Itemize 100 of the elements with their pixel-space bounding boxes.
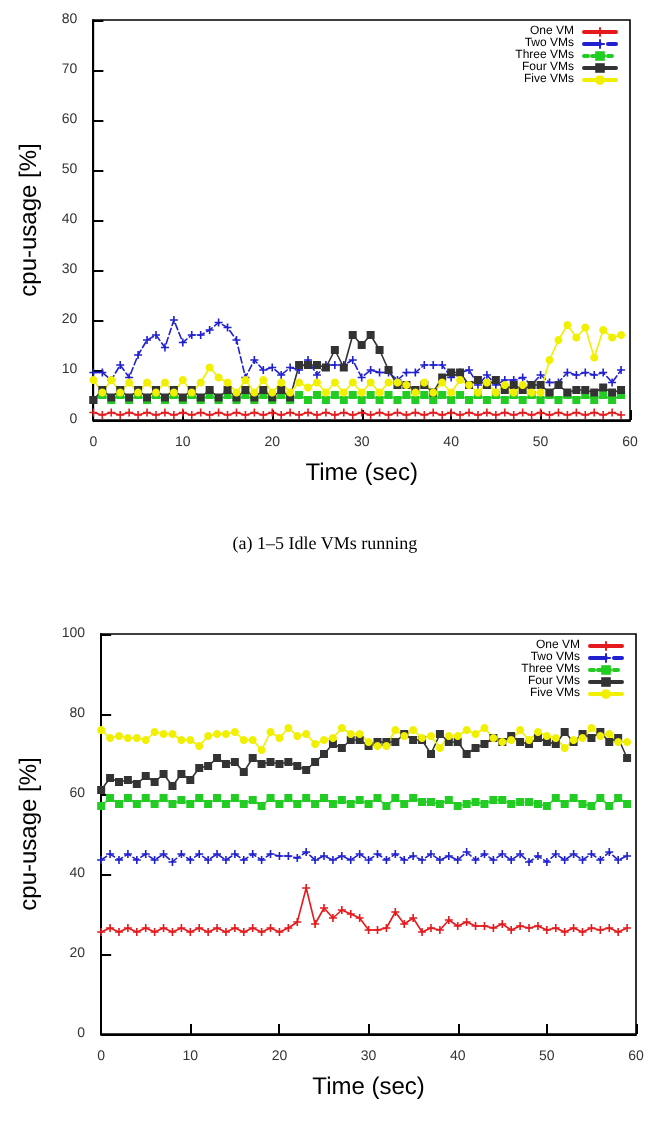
- point: [259, 386, 268, 394]
- point: [250, 388, 259, 397]
- point: [355, 796, 364, 804]
- point: [330, 346, 339, 354]
- point: [337, 724, 346, 732]
- point: [293, 762, 302, 770]
- point: [453, 856, 462, 864]
- line-series: [97, 884, 632, 936]
- point: [533, 800, 542, 808]
- point: [438, 391, 447, 399]
- point: [312, 371, 321, 379]
- point: [239, 736, 248, 744]
- point: [605, 730, 614, 738]
- point: [248, 736, 257, 744]
- point: [623, 754, 632, 762]
- point: [339, 408, 348, 417]
- point: [302, 766, 311, 774]
- point: [402, 391, 411, 399]
- point: [435, 800, 444, 808]
- point: [186, 736, 195, 744]
- point: [259, 411, 268, 419]
- point: [375, 388, 384, 397]
- point: [320, 852, 329, 860]
- point: [320, 736, 329, 744]
- point: [453, 732, 462, 740]
- point: [123, 850, 132, 858]
- point: [311, 856, 320, 864]
- point: [346, 910, 355, 918]
- point: [213, 730, 222, 738]
- point: [420, 361, 429, 369]
- point: [587, 802, 596, 810]
- point: [357, 396, 366, 404]
- point: [177, 924, 186, 932]
- point: [382, 802, 391, 810]
- point: [295, 361, 304, 369]
- point: [330, 411, 339, 419]
- point: [230, 924, 239, 932]
- point: [527, 411, 536, 419]
- point: [608, 408, 617, 417]
- point: [213, 794, 222, 802]
- point: [614, 928, 623, 936]
- point: [533, 922, 542, 930]
- point: [159, 770, 168, 778]
- point: [617, 331, 626, 339]
- point: [311, 758, 320, 766]
- point: [623, 800, 632, 808]
- point: [507, 926, 516, 934]
- point: [257, 802, 266, 810]
- point: [507, 856, 516, 864]
- point: [221, 800, 230, 808]
- point: [186, 776, 195, 784]
- point: [382, 924, 391, 932]
- point: [132, 780, 141, 788]
- point: [533, 728, 542, 736]
- point: [328, 800, 337, 808]
- point: [168, 800, 177, 808]
- point: [98, 411, 107, 419]
- point: [159, 730, 168, 738]
- point: [195, 924, 204, 932]
- point: [409, 794, 418, 802]
- point: [614, 856, 623, 864]
- point: [330, 361, 339, 369]
- point: [551, 794, 560, 802]
- point: [480, 850, 489, 858]
- point: [320, 904, 329, 912]
- point: [257, 856, 266, 864]
- point: [617, 386, 626, 394]
- point: [302, 794, 311, 802]
- point: [232, 336, 241, 344]
- point: [311, 920, 320, 928]
- point: [97, 726, 106, 734]
- point: [453, 802, 462, 810]
- point: [409, 736, 418, 744]
- point: [587, 734, 596, 742]
- point: [312, 378, 321, 387]
- point: [605, 848, 614, 856]
- point: [114, 856, 123, 864]
- point: [542, 802, 551, 810]
- point: [608, 378, 617, 387]
- point: [89, 376, 98, 384]
- point: [411, 396, 420, 404]
- point: [599, 368, 608, 377]
- point: [348, 391, 357, 399]
- point: [516, 726, 525, 734]
- point: [97, 856, 106, 864]
- point: [453, 922, 462, 930]
- point: [132, 856, 141, 864]
- point: [465, 396, 474, 404]
- point: [266, 794, 275, 802]
- point: [337, 906, 346, 914]
- point: [536, 371, 545, 379]
- point: [418, 856, 427, 864]
- point: [482, 408, 491, 417]
- point: [221, 730, 230, 738]
- point: [480, 922, 489, 930]
- point: [239, 856, 248, 864]
- point: [114, 800, 123, 808]
- point: [569, 850, 578, 858]
- point: [536, 381, 545, 389]
- point: [366, 378, 375, 387]
